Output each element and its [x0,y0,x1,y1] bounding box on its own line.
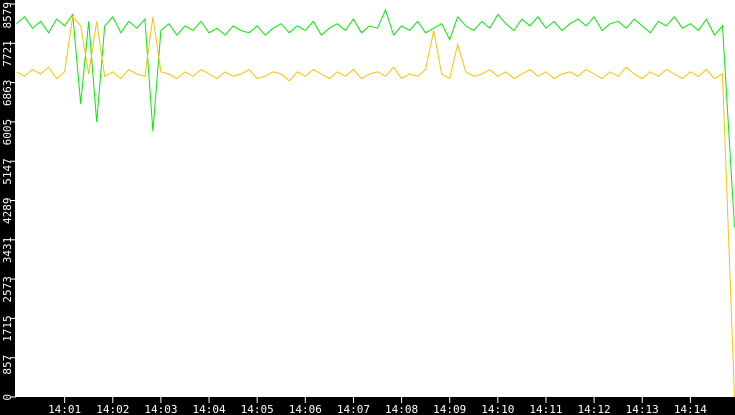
y-tick-label: 7721 [1,40,14,67]
x-tick-label: 14:10 [481,403,514,415]
x-tick-label: 14:04 [192,403,225,415]
series-line-1 [16,8,735,228]
x-tick-label: 14:01 [48,403,81,415]
x-tick-label: 14:08 [385,403,418,415]
x-tick-label: 14:06 [289,403,322,415]
y-axis-bar [0,0,15,415]
x-tick-label: 14:03 [144,403,177,415]
y-tick-label: 3431 [1,237,14,263]
y-tick-label: 1715 [1,315,14,342]
x-axis-bar [0,397,735,415]
y-tick-label: 4289 [1,198,14,225]
y-tick-label: 0 [1,394,14,401]
x-tick-label: 14:09 [433,403,466,415]
x-axis: 14:01 14:02 14:03 14:04 14:05 14:06 14:07 14:08… [48,397,707,415]
x-tick-label: 14:12 [578,403,611,415]
y-tick-label: 5147 [1,158,14,185]
y-tick-label: 6005 [1,119,14,145]
series-layer [16,8,735,398]
y-axis: 0 857 1715 2573 3431 4289 5147 6005 6863 7721 8579 [1,2,16,401]
y-tick-label: 857 [1,355,14,375]
plot-area [15,0,735,397]
y-tick-label: 8579 [1,2,14,29]
x-tick-label: 14:07 [337,403,370,415]
x-tick-label: 14:14 [674,403,707,415]
series-line-2 [16,15,735,398]
x-tick-label: 14:13 [626,403,659,415]
x-tick-label: 14:11 [529,403,562,415]
y-tick-label: 2573 [1,276,14,303]
y-tick-label: 6863 [1,80,14,107]
x-tick-label: 14:05 [241,403,274,415]
x-tick-label: 14:02 [96,403,129,415]
